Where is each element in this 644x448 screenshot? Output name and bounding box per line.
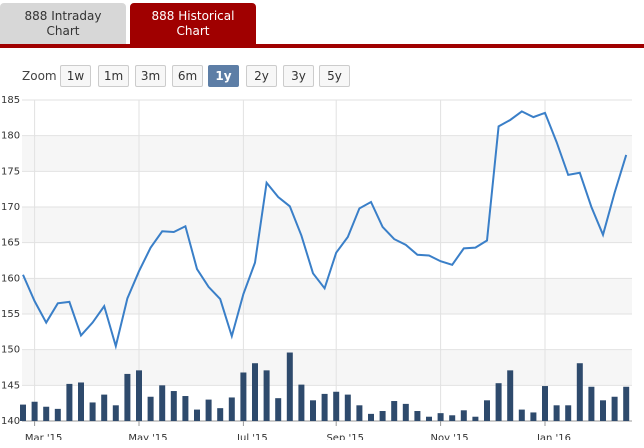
volume-bar [344,394,351,421]
zoom-button[interactable]: 5y [319,65,350,87]
volume-bar [542,386,548,421]
volume-bar [368,413,374,421]
volume-bar [518,409,525,421]
volume-bar [228,397,235,421]
tab-bar: 888 Intraday Chart 888 Historical Chart [0,0,644,48]
tab[interactable]: 888 Historical Chart [130,3,256,44]
tab[interactable]: 888 Intraday Chart [0,3,126,44]
x-tick-label: Nov '15 [431,433,469,440]
volume-bar [391,401,398,421]
volume-bar [321,393,328,421]
x-tick-label: Jul '15 [236,433,268,440]
chart: 140 145 150 155 160 165 170 175 180 185 Mar '15 May… [1,95,632,440]
y-tick-label: 150 [1,345,20,356]
volume-bar [217,408,224,421]
y-tick-label: 170 [1,202,20,213]
volume-bar [333,391,340,421]
volume-bar [147,396,154,421]
y-tick-label: 180 [1,131,20,142]
volume-bar [124,373,131,421]
volume-bar [379,411,386,421]
y-tick-label: 145 [1,380,20,391]
volume-bar [182,396,189,421]
price-line [22,110,628,350]
x-tick-label: Jan '16 [536,433,571,440]
grid-band [22,207,632,243]
volume-bar [495,383,502,421]
volume-bar [170,391,177,421]
volume-bar [205,399,212,421]
volume-bar [54,408,61,421]
volume-bar [66,383,73,421]
volume-bar [623,386,630,421]
volume-bar [460,410,467,421]
volume-bar [437,413,444,421]
volume-bar [576,363,583,421]
x-tick-label: May '15 [128,433,167,440]
grid-band [22,135,632,172]
volume-bar [275,398,282,421]
volume-bar [588,386,595,421]
volume-bar [553,405,560,421]
volume-bar [252,363,258,421]
volume-bar [611,396,618,421]
volume-bar [136,370,142,421]
grid-band [22,349,632,386]
volume-bar [89,402,96,421]
zoom-button[interactable]: 1w [60,65,91,87]
tab-underline [0,44,644,48]
volume-bar [310,400,316,421]
volume-bar [31,401,38,421]
volume-bar [263,370,270,421]
volume-bar [298,384,305,421]
volume-bar [43,406,50,421]
volume-bar [78,382,84,421]
volume-bar [20,404,26,421]
y-tick-label: 175 [1,166,20,177]
volume-bar [600,400,606,421]
zoom-button[interactable]: 1m [98,65,129,87]
y-tick-label: 185 [1,95,20,106]
y-tick-label: 165 [1,238,20,249]
volume-bar [101,394,108,421]
y-tick-label: 155 [1,309,20,320]
volume-bar [240,372,247,421]
zoom-label: Zoom [22,69,57,83]
volume-bar [286,352,293,421]
y-tick-label: 140 [1,416,20,427]
zoom-button[interactable]: 3m [135,65,166,87]
volume-bar [356,405,363,421]
y-tick-label: 160 [1,273,20,284]
grid-band [22,278,632,314]
zoom-button[interactable]: 2y [246,65,277,87]
volume-bar [507,370,514,421]
zoom-button[interactable]: 6m [172,65,203,87]
volume-bar [402,403,409,421]
volume-bar [484,400,490,421]
volume-bar [449,415,456,421]
volume-bar [112,405,119,421]
volume-bar [530,412,537,421]
volume-bar [414,411,421,421]
zoom-button[interactable]: 1y [208,65,239,87]
zoom-button[interactable]: 3y [283,65,314,87]
volume-bar [472,416,479,421]
volume-bar [159,385,166,421]
x-tick-label: Mar '15 [25,433,63,440]
x-tick-label: Sep '15 [326,433,364,440]
volume-bar [194,409,200,421]
volume-bar [426,416,432,421]
volume-bar [565,405,572,421]
